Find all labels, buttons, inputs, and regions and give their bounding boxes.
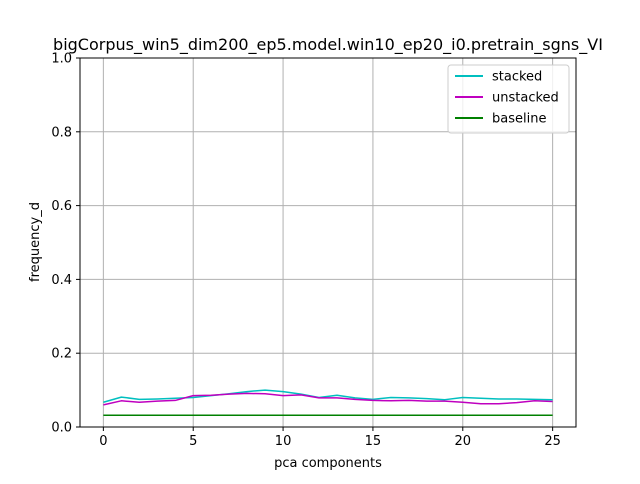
series-line-stacked <box>103 389 553 404</box>
legend-label-baseline: baseline <box>492 112 546 127</box>
y-tick-label: 0.6 <box>51 199 72 214</box>
x-axis-label: pca components <box>274 456 382 471</box>
ticks: 0 5 10 15 20 25 0.0 0.2 0.4 0.6 0.8 1.0 <box>51 52 561 450</box>
series-lines <box>103 389 553 416</box>
series-line-unstacked <box>103 392 553 406</box>
legend: stacked unstacked baseline <box>447 64 570 134</box>
y-tick-label: 0.0 <box>51 421 72 436</box>
legend-label-unstacked: unstacked <box>492 91 559 106</box>
y-tick-label: 0.4 <box>51 273 72 288</box>
x-tick-label: 15 <box>365 434 382 449</box>
y-tick-label: 0.2 <box>51 347 72 362</box>
x-tick-label: 25 <box>544 434 561 449</box>
legend-label-stacked: stacked <box>492 70 542 85</box>
axes-frame <box>79 57 577 428</box>
x-tick-label: 5 <box>189 434 197 449</box>
legend-box <box>447 64 570 134</box>
chart-title: bigCorpus_win5_dim200_ep5.model.win10_ep… <box>53 35 603 55</box>
x-tick-label: 20 <box>455 434 472 449</box>
x-tick-label: 10 <box>275 434 292 449</box>
y-tick-label: 0.8 <box>51 125 72 140</box>
x-tick-label: 0 <box>99 434 107 449</box>
y-axis-label: frequency_d <box>28 202 43 282</box>
y-tick-label: 1.0 <box>51 52 72 67</box>
